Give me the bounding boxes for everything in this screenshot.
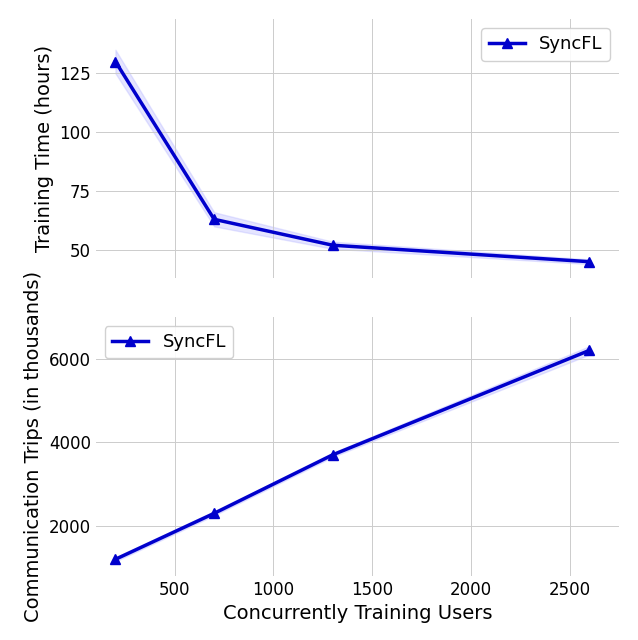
Legend: SyncFL: SyncFL — [105, 326, 234, 358]
Y-axis label: Training Time (hours): Training Time (hours) — [34, 45, 54, 252]
Legend: SyncFL: SyncFL — [481, 28, 610, 61]
X-axis label: Concurrently Training Users: Concurrently Training Users — [223, 604, 492, 623]
Line: SyncFL: SyncFL — [110, 346, 594, 564]
SyncFL — [211, 216, 218, 223]
SyncFL — [586, 258, 593, 266]
SyncFL — [586, 347, 593, 355]
SyncFL — [329, 451, 336, 459]
Y-axis label: Communication Trips (in thousands): Communication Trips (in thousands) — [24, 271, 43, 622]
SyncFL — [112, 58, 119, 65]
SyncFL — [211, 509, 218, 517]
Line: SyncFL: SyncFL — [110, 57, 594, 266]
SyncFL — [112, 556, 119, 563]
SyncFL — [329, 241, 336, 249]
